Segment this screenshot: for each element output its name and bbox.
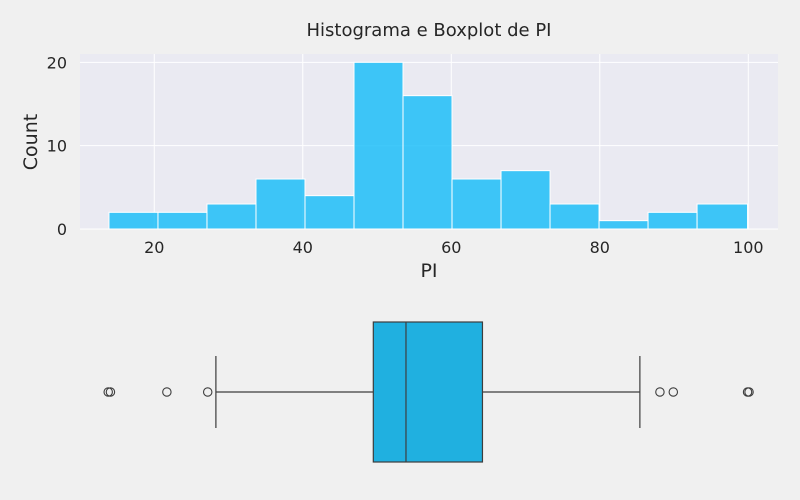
x-tick-label: 60 bbox=[441, 238, 461, 257]
histogram-bar bbox=[255, 178, 306, 230]
outlier-point bbox=[202, 387, 213, 397]
histogram-bar bbox=[598, 220, 649, 230]
outlier-point bbox=[105, 387, 116, 397]
histogram-bars bbox=[108, 61, 749, 230]
x-tick-label: 100 bbox=[733, 238, 764, 257]
outlier-point bbox=[162, 387, 172, 397]
chart-title: Histograma e Boxplot de PI bbox=[307, 20, 552, 41]
histogram-bar bbox=[549, 203, 600, 230]
histogram-bar bbox=[451, 178, 502, 230]
histogram-bar bbox=[353, 61, 404, 230]
histogram-x-ticks: 20 40 60 80 100 bbox=[144, 238, 763, 257]
histogram-bar bbox=[500, 170, 551, 230]
histogram-bar bbox=[402, 95, 453, 230]
histogram-y-ticks: 0 10 20 bbox=[47, 53, 67, 239]
outlier-point bbox=[744, 387, 754, 397]
histogram-plot: 20 40 60 80 100 0 10 20 PI Count bbox=[20, 53, 778, 282]
outlier-point bbox=[668, 387, 679, 397]
y-tick-label: 10 bbox=[47, 137, 67, 156]
x-tick-label: 40 bbox=[293, 238, 313, 257]
histogram-bar bbox=[647, 211, 698, 230]
histogram-bar bbox=[108, 211, 159, 230]
y-axis-label: Count bbox=[20, 114, 42, 170]
y-tick-label: 0 bbox=[57, 220, 67, 239]
histogram-bar bbox=[157, 211, 208, 230]
boxplot bbox=[103, 321, 754, 463]
box-iqr bbox=[372, 321, 484, 463]
histogram-bar bbox=[304, 195, 355, 230]
histogram-bar bbox=[206, 203, 257, 230]
x-axis-label: PI bbox=[420, 260, 437, 282]
x-tick-label: 80 bbox=[590, 238, 610, 257]
outlier-point bbox=[103, 387, 113, 397]
y-tick-label: 20 bbox=[47, 53, 67, 72]
outlier-point bbox=[655, 387, 665, 397]
histogram-bar bbox=[696, 203, 749, 230]
x-tick-label: 20 bbox=[144, 238, 164, 257]
